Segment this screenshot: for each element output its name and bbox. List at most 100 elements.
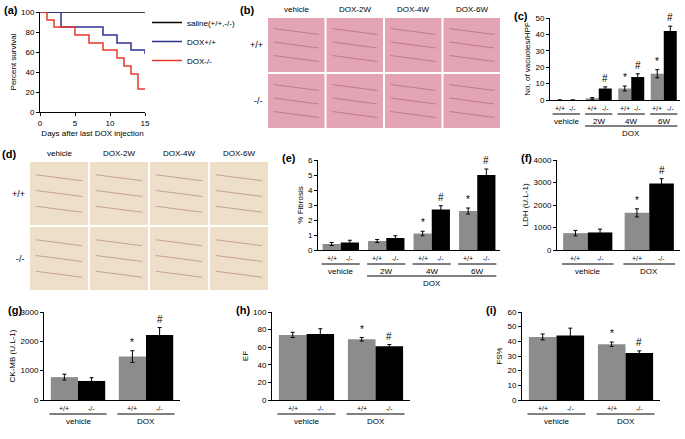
svg-text:-/-: -/- <box>569 105 576 112</box>
svg-text:DOX-2W: DOX-2W <box>339 5 371 14</box>
svg-text:+/+: +/+ <box>570 255 580 262</box>
svg-text:*: * <box>623 72 627 83</box>
svg-text:+/+: +/+ <box>607 405 617 412</box>
svg-text:-/-: -/- <box>317 405 324 412</box>
svg-text:CK-MB (U.L-1): CK-MB (U.L-1) <box>8 329 17 382</box>
svg-text:#: # <box>438 192 444 203</box>
svg-text:-/-: -/- <box>254 96 263 106</box>
svg-text:#: # <box>157 314 163 325</box>
svg-text:-/-: -/- <box>16 254 25 264</box>
svg-text:0: 0 <box>34 396 39 405</box>
svg-text:+/+: +/+ <box>372 255 382 262</box>
svg-text:20: 20 <box>535 63 544 72</box>
svg-text:+/+: +/+ <box>463 255 473 262</box>
svg-text:Days after last DOX injection: Days after last DOX injection <box>41 129 143 138</box>
svg-text:+/+: +/+ <box>418 255 428 262</box>
svg-text:4W: 4W <box>625 117 637 126</box>
svg-text:#: # <box>635 60 641 71</box>
svg-text:Percent survival: Percent survival <box>9 33 18 90</box>
svg-text:*: * <box>130 337 134 348</box>
svg-text:-/-: -/- <box>658 255 665 262</box>
svg-text:+/+: +/+ <box>538 405 548 412</box>
svg-text:2000: 2000 <box>21 337 39 346</box>
svg-text:10: 10 <box>507 381 516 390</box>
svg-text:10: 10 <box>106 119 115 128</box>
svg-text:-/-: -/- <box>88 405 95 412</box>
svg-text:0: 0 <box>547 246 552 255</box>
svg-text:50: 50 <box>535 14 544 23</box>
svg-text:4: 4 <box>308 186 313 195</box>
svg-text:*: * <box>610 328 614 339</box>
svg-text:5: 5 <box>73 119 78 128</box>
svg-text:DOX-4W: DOX-4W <box>163 149 195 158</box>
svg-text:vehicle: vehicle <box>575 267 600 276</box>
svg-text:DOX: DOX <box>622 129 640 138</box>
svg-text:2: 2 <box>308 216 313 225</box>
svg-text:40: 40 <box>507 337 516 346</box>
svg-text:(h): (h) <box>236 304 250 316</box>
svg-text:saline(+/+,-/-): saline(+/+,-/-) <box>187 19 235 28</box>
svg-text:DOX: DOX <box>617 417 635 426</box>
svg-text:3000: 3000 <box>21 308 39 317</box>
svg-text:(g): (g) <box>8 304 22 316</box>
svg-text:(e): (e) <box>282 152 296 164</box>
svg-text:1000: 1000 <box>534 223 552 232</box>
svg-text:-/-: -/- <box>392 255 399 262</box>
svg-text:DOX-6W: DOX-6W <box>223 149 255 158</box>
svg-text:LDH (U.L-1): LDH (U.L-1) <box>521 183 530 226</box>
svg-text:+/+: +/+ <box>59 405 69 412</box>
svg-text:30: 30 <box>535 47 544 56</box>
svg-text:0: 0 <box>512 396 517 405</box>
svg-text:-/-: -/- <box>386 405 393 412</box>
svg-text:vehicle: vehicle <box>554 117 579 126</box>
svg-text:-/-: -/- <box>437 255 444 262</box>
svg-text:vehicle: vehicle <box>544 417 569 426</box>
svg-text:vehicle: vehicle <box>284 5 309 14</box>
svg-text:#: # <box>602 73 608 84</box>
svg-text:DOX: DOX <box>137 417 155 426</box>
svg-text:(b): (b) <box>240 4 254 16</box>
svg-text:#: # <box>636 337 642 348</box>
svg-text:No. of vacuoles/HPF: No. of vacuoles/HPF <box>523 22 532 95</box>
svg-text:2W: 2W <box>593 117 605 126</box>
svg-text:80: 80 <box>25 28 34 37</box>
svg-text:15: 15 <box>141 119 150 128</box>
svg-text:DOX-6W: DOX-6W <box>456 5 488 14</box>
svg-text:1: 1 <box>308 231 313 240</box>
svg-text:-/-: -/- <box>346 255 353 262</box>
svg-text:60: 60 <box>257 343 266 352</box>
svg-text:-/-: -/- <box>634 105 641 112</box>
svg-text:-/-: -/- <box>597 255 604 262</box>
svg-text:(a): (a) <box>4 4 18 16</box>
svg-text:(i): (i) <box>486 304 497 316</box>
svg-text:20: 20 <box>257 378 266 387</box>
svg-text:DOX: DOX <box>423 279 441 288</box>
svg-text:-/-: -/- <box>567 405 574 412</box>
svg-text:100: 100 <box>21 8 35 17</box>
svg-text:+/+: +/+ <box>632 255 642 262</box>
svg-text:40: 40 <box>535 30 544 39</box>
svg-text:6: 6 <box>308 156 313 165</box>
svg-text:30: 30 <box>507 352 516 361</box>
svg-text:60: 60 <box>507 308 516 317</box>
svg-text:DOX: DOX <box>367 417 385 426</box>
svg-text:+/+: +/+ <box>652 105 662 112</box>
svg-text:80: 80 <box>257 325 266 334</box>
svg-text:% Fibrosis: % Fibrosis <box>296 186 305 223</box>
svg-text:*: * <box>360 324 364 335</box>
svg-text:+/+: +/+ <box>250 40 263 50</box>
svg-text:20: 20 <box>25 88 34 97</box>
svg-text:0: 0 <box>308 246 313 255</box>
svg-text:40: 40 <box>257 361 266 370</box>
svg-text:-/-: -/- <box>156 405 163 412</box>
svg-text:2000: 2000 <box>534 201 552 210</box>
svg-text:+/+: +/+ <box>327 255 337 262</box>
svg-text:2W: 2W <box>380 267 392 276</box>
svg-text:20: 20 <box>507 366 516 375</box>
svg-text:-/-: -/- <box>636 405 643 412</box>
svg-text:#: # <box>483 155 489 166</box>
svg-text:EF: EF <box>241 351 250 361</box>
svg-text:-/-: -/- <box>602 105 609 112</box>
svg-text:+/+: +/+ <box>12 189 25 199</box>
svg-text:DOX-4W: DOX-4W <box>397 5 429 14</box>
